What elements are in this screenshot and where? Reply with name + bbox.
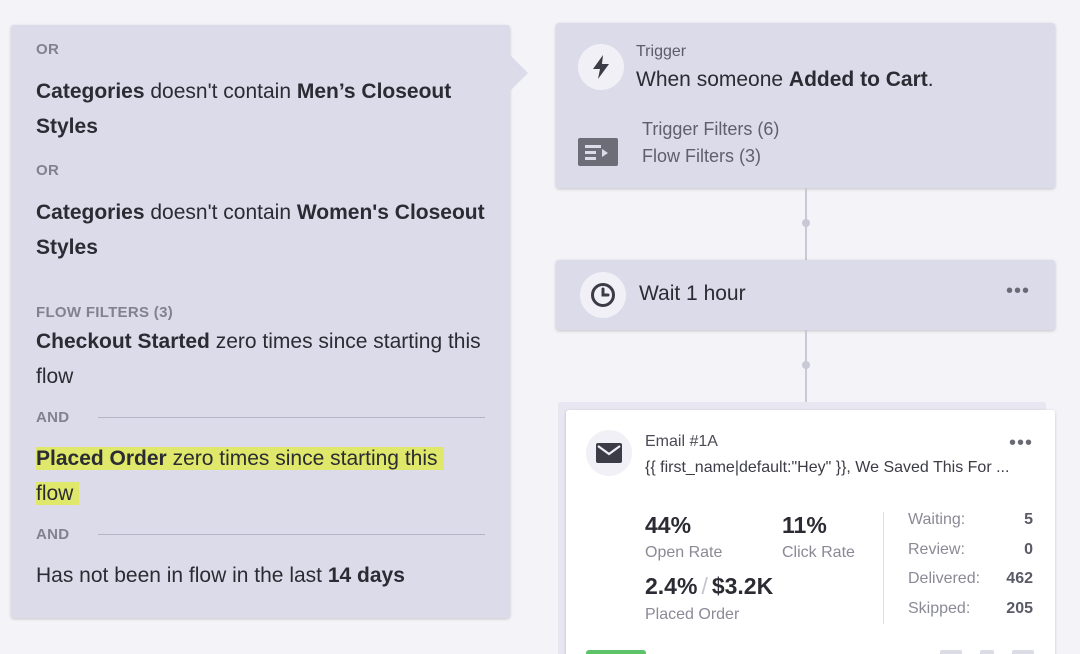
stats-divider — [883, 512, 884, 624]
email-subject: {{ first_name|default:"Hey" }}, We Saved… — [645, 459, 1010, 476]
condition-operator: doesn't contain — [144, 80, 297, 103]
placed-order-revenue: $3.2K — [711, 573, 774, 599]
operator-and: AND — [36, 409, 70, 426]
connector-node[interactable] — [802, 219, 810, 227]
more-options-icon[interactable]: ••• — [1008, 432, 1033, 454]
condition-text: zero times since starting this flow — [36, 447, 438, 505]
condition-value: Men’s Closeout Styles — [36, 80, 452, 138]
condition-field: Categories — [36, 80, 145, 103]
trigger-filters-link[interactable]: Trigger Filters (6) — [642, 119, 780, 139]
delivered-label: Delivered: — [908, 570, 981, 587]
settings-icon[interactable] — [1012, 650, 1034, 654]
operator-or: OR — [36, 162, 60, 179]
click-rate-label: Click Rate — [782, 544, 855, 561]
clock-icon — [580, 272, 626, 318]
highlighted-condition: Placed Order zero times since starting t… — [36, 447, 444, 505]
trigger-text-prefix: When someone — [636, 68, 789, 91]
popover-arrow — [510, 55, 528, 91]
email-name: Email #1A — [645, 433, 718, 450]
trigger-event: Added to Cart — [788, 68, 928, 91]
filter-condition-categories-women: Categories doesn't contain Women's Close… — [36, 195, 485, 265]
operator-and: AND — [36, 526, 70, 543]
filter-condition-flow-history: Has not been in flow in the last 14 days — [36, 558, 485, 593]
live-status-badge[interactable] — [586, 650, 646, 654]
filter-list-icon — [578, 138, 618, 166]
edit-icon[interactable] — [980, 650, 994, 654]
condition-value: 14 days — [327, 564, 405, 587]
condition-value: Women's Closeout Styles — [36, 201, 485, 259]
placed-order-rate: 2.4% — [645, 573, 698, 599]
operator-or: OR — [36, 41, 60, 58]
condition-event: Placed Order — [36, 447, 167, 470]
filter-condition-categories-men: Categories doesn't contain Men’s Closeou… — [36, 74, 485, 144]
envelope-icon — [586, 430, 632, 476]
flow-filters-popover: OR Categories doesn't contain Men’s Clos… — [11, 25, 528, 618]
delivered-count: 462 — [1006, 570, 1033, 587]
condition-field: Categories — [36, 201, 145, 224]
placed-order-label: Placed Order — [645, 606, 740, 623]
trigger-text-suffix: . — [927, 68, 934, 91]
placed-order-value: 2.4% / $3.2K — [645, 573, 773, 600]
flow-filters-heading: FLOW FILTERS (3) — [36, 304, 174, 321]
filter-condition-checkout-started: Checkout Started zero times since starti… — [36, 324, 485, 394]
wait-duration: Wait 1 hour — [639, 282, 746, 305]
waiting-label: Waiting: — [908, 511, 966, 528]
wait-step-card[interactable]: Wait 1 hour ••• — [556, 260, 1055, 330]
trigger-label: Trigger — [636, 43, 687, 60]
condition-event: Checkout Started — [36, 330, 210, 353]
condition-text: zero times since starting this flow — [36, 330, 481, 388]
skipped-count: 205 — [1006, 600, 1033, 617]
email-step-card[interactable]: Email #1A {{ first_name|default:"Hey" }}… — [566, 410, 1055, 654]
skipped-label: Skipped: — [908, 600, 971, 617]
open-rate-value: 44% — [645, 512, 692, 538]
preview-icon[interactable] — [940, 650, 962, 654]
open-rate-label: Open Rate — [645, 544, 723, 561]
review-count: 0 — [1024, 541, 1033, 558]
trigger-description: When someone Added to Cart. — [636, 68, 934, 92]
divider — [98, 534, 485, 535]
condition-operator: doesn't contain — [144, 201, 297, 224]
more-options-icon[interactable]: ••• — [1005, 280, 1030, 302]
filter-condition-placed-order: Placed Order zero times since starting t… — [36, 441, 485, 511]
connector-node[interactable] — [802, 361, 810, 369]
trigger-card[interactable]: Trigger When someone Added to Cart. Trig… — [556, 23, 1055, 188]
divider — [98, 417, 485, 418]
condition-text: Has not been in flow in the last — [36, 564, 328, 587]
waiting-count: 5 — [1024, 511, 1033, 528]
lightning-icon — [578, 44, 624, 90]
review-label: Review: — [908, 541, 965, 558]
separator: / — [701, 573, 708, 599]
flow-filters-link[interactable]: Flow Filters (3) — [642, 146, 762, 166]
click-rate-value: 11% — [782, 512, 827, 538]
